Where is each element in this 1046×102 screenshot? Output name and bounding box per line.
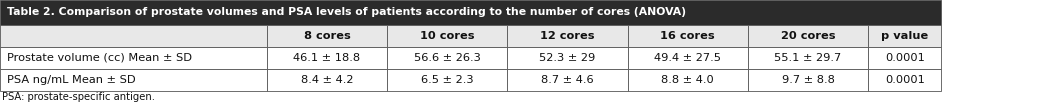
Bar [868,69,941,91]
Bar [748,69,868,91]
Text: 20 cores: 20 cores [780,31,836,41]
Text: 55.1 ± 29.7: 55.1 ± 29.7 [774,53,842,63]
Text: 8.8 ± 4.0: 8.8 ± 4.0 [661,75,714,85]
Text: 49.4 ± 27.5: 49.4 ± 27.5 [654,53,722,63]
Text: 8.4 ± 4.2: 8.4 ± 4.2 [300,75,354,85]
Text: PSA ng/mL Mean ± SD: PSA ng/mL Mean ± SD [7,75,136,85]
Bar [267,25,387,47]
Text: 9.7 ± 8.8: 9.7 ± 8.8 [781,75,835,85]
Text: 52.3 ± 29: 52.3 ± 29 [540,53,595,63]
Bar [387,69,507,91]
Bar [507,47,628,69]
Bar [748,47,868,69]
Bar [628,47,748,69]
Bar [0,25,267,47]
Bar [387,25,507,47]
Bar [267,47,387,69]
Text: 6.5 ± 2.3: 6.5 ± 2.3 [420,75,474,85]
Bar [0,69,267,91]
Bar [0,47,267,69]
Text: 12 cores: 12 cores [540,31,595,41]
Bar [628,69,748,91]
Bar [507,69,628,91]
Bar [748,25,868,47]
Text: 46.1 ± 18.8: 46.1 ± 18.8 [293,53,361,63]
Bar [868,47,941,69]
Bar [0,0,941,25]
Text: 8 cores: 8 cores [303,31,350,41]
Text: p value: p value [881,31,929,41]
Bar [267,69,387,91]
Bar [628,25,748,47]
Text: 8.7 ± 4.6: 8.7 ± 4.6 [541,75,594,85]
Text: Prostate volume (cc) Mean ± SD: Prostate volume (cc) Mean ± SD [7,53,192,63]
Text: 0.0001: 0.0001 [885,75,925,85]
Text: 0.0001: 0.0001 [885,53,925,63]
Bar [387,47,507,69]
Bar [507,25,628,47]
Text: 10 cores: 10 cores [419,31,475,41]
Bar [868,25,941,47]
Text: Table 2. Comparison of prostate volumes and PSA levels of patients according to : Table 2. Comparison of prostate volumes … [7,7,686,18]
Text: PSA: prostate-specific antigen.: PSA: prostate-specific antigen. [2,92,155,102]
Text: 56.6 ± 26.3: 56.6 ± 26.3 [414,53,480,63]
Text: 16 cores: 16 cores [660,31,715,41]
